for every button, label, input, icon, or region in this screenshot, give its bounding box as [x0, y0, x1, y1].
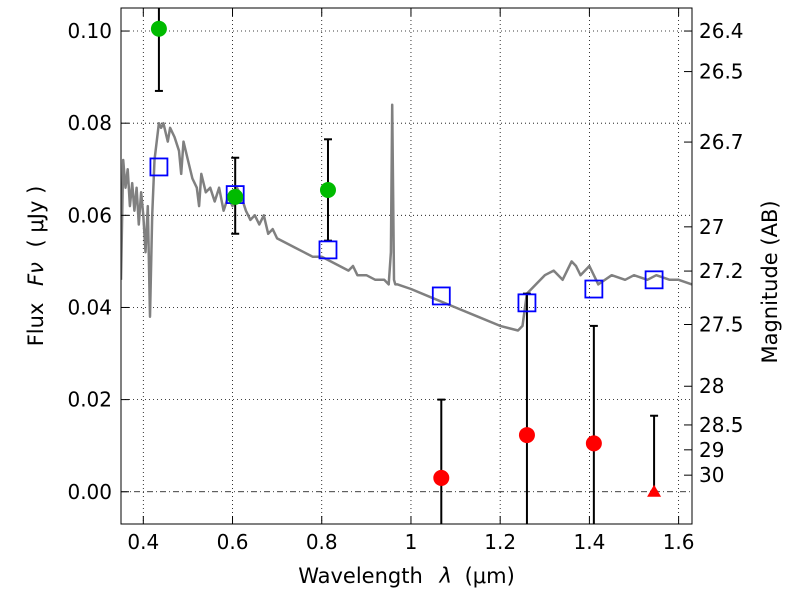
- non-detections-point: [518, 427, 535, 444]
- x-axis-label-prefix: Wavelength: [298, 564, 423, 588]
- y-tick-label: 0.06: [67, 203, 112, 227]
- model-spectrum-line: [121, 103, 692, 332]
- y-tick-label: 0.02: [67, 388, 112, 412]
- grid: [121, 8, 692, 524]
- axis-ticks: 0.4 0.6 0.8 1 1.2 1.4 1.6 0.00 0.02 0.04 0.06 0.08 0…: [67, 8, 744, 554]
- x-tick-label: 1.2: [484, 530, 516, 554]
- y-tick-label: 0.00: [67, 480, 112, 504]
- magnitude-tick-label: 29: [699, 438, 724, 462]
- y-tick-label: 0.08: [67, 111, 112, 135]
- upper-limit-marker: [647, 484, 662, 497]
- x-axis-label-symbol: λ: [438, 564, 451, 588]
- x-tick-label: 0.4: [127, 530, 159, 554]
- plot-frame: [120, 7, 693, 525]
- detections-point: [150, 20, 167, 37]
- model-photometry-square: [318, 240, 338, 260]
- magnitude-tick-label: 26.5: [699, 60, 744, 84]
- non-detections-point: [433, 469, 450, 486]
- y-tick-label: 0.04: [67, 295, 112, 319]
- x-axis-label-unit: (μm): [465, 564, 515, 588]
- detections-point: [227, 188, 244, 205]
- y-axis-label-symbol: Fν: [24, 262, 48, 286]
- magnitude-tick-label: 27.5: [699, 313, 744, 337]
- data-markers: [149, 20, 664, 497]
- x-tick-label: 1.6: [663, 530, 695, 554]
- y-axis-label-unit: ( μJy ): [24, 186, 48, 248]
- spectrum-layer: [121, 103, 692, 332]
- magnitude-tick-label: 27.2: [699, 259, 744, 283]
- x-tick-label: 1: [405, 530, 418, 554]
- x-tick-label: 1.4: [573, 530, 605, 554]
- magnitude-tick-label: 27: [699, 215, 724, 239]
- y-axis-label-prefix: Flux: [24, 303, 48, 347]
- model-photometry-square: [431, 286, 451, 306]
- y-tick-label: 0.10: [67, 19, 112, 43]
- magnitude-tick-label: 26.7: [699, 130, 744, 154]
- non-detections-point: [585, 435, 602, 452]
- detections-point: [319, 181, 336, 198]
- magnitude-tick-label: 26.4: [699, 19, 744, 43]
- y-axis-label: Flux Fν ( μJy ): [24, 186, 48, 347]
- magnitude-tick-label: 30: [699, 463, 724, 487]
- model-photometry-square: [584, 279, 604, 299]
- model-photometry-square: [517, 293, 537, 313]
- model-photometry-square: [644, 270, 664, 290]
- x-tick-label: 0.6: [217, 530, 249, 554]
- magnitude-axis-label: Magnitude (AB): [758, 200, 782, 363]
- error-bars: [154, 8, 659, 524]
- magnitude-tick-label: 28.5: [699, 413, 744, 437]
- model-photometry-square: [149, 157, 169, 177]
- x-tick-label: 0.8: [306, 530, 338, 554]
- x-axis-label: Wavelength λ (μm): [298, 564, 515, 588]
- magnitude-tick-label: 28: [699, 374, 724, 398]
